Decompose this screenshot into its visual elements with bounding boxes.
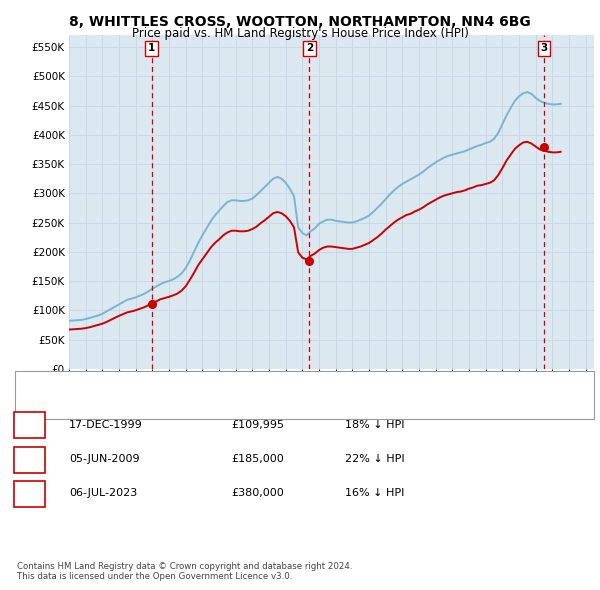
Text: £185,000: £185,000 <box>231 454 284 464</box>
Text: 17-DEC-1999: 17-DEC-1999 <box>69 420 143 430</box>
Text: 18% ↓ HPI: 18% ↓ HPI <box>345 420 404 430</box>
Text: 3: 3 <box>25 487 34 500</box>
Text: HPI: Average price, detached house, West Northamptonshire: HPI: Average price, detached house, West… <box>64 399 361 409</box>
Text: 1: 1 <box>25 418 34 431</box>
Text: 05-JUN-2009: 05-JUN-2009 <box>69 454 140 464</box>
Text: 06-JUL-2023: 06-JUL-2023 <box>69 489 137 498</box>
Text: 8, WHITTLES CROSS, WOOTTON, NORTHAMPTON, NN4 6BG (detached house): 8, WHITTLES CROSS, WOOTTON, NORTHAMPTON,… <box>64 380 442 390</box>
Text: 8, WHITTLES CROSS, WOOTTON, NORTHAMPTON, NN4 6BG: 8, WHITTLES CROSS, WOOTTON, NORTHAMPTON,… <box>69 15 531 30</box>
Text: 22% ↓ HPI: 22% ↓ HPI <box>345 454 404 464</box>
Text: Contains HM Land Registry data © Crown copyright and database right 2024.
This d: Contains HM Land Registry data © Crown c… <box>17 562 352 581</box>
Text: £380,000: £380,000 <box>231 489 284 498</box>
Text: 2: 2 <box>306 43 313 53</box>
Text: 3: 3 <box>541 43 548 53</box>
Text: 16% ↓ HPI: 16% ↓ HPI <box>345 489 404 498</box>
Text: 1: 1 <box>148 43 155 53</box>
Text: 2: 2 <box>25 453 34 466</box>
Text: Price paid vs. HM Land Registry's House Price Index (HPI): Price paid vs. HM Land Registry's House … <box>131 27 469 40</box>
Text: £109,995: £109,995 <box>231 420 284 430</box>
